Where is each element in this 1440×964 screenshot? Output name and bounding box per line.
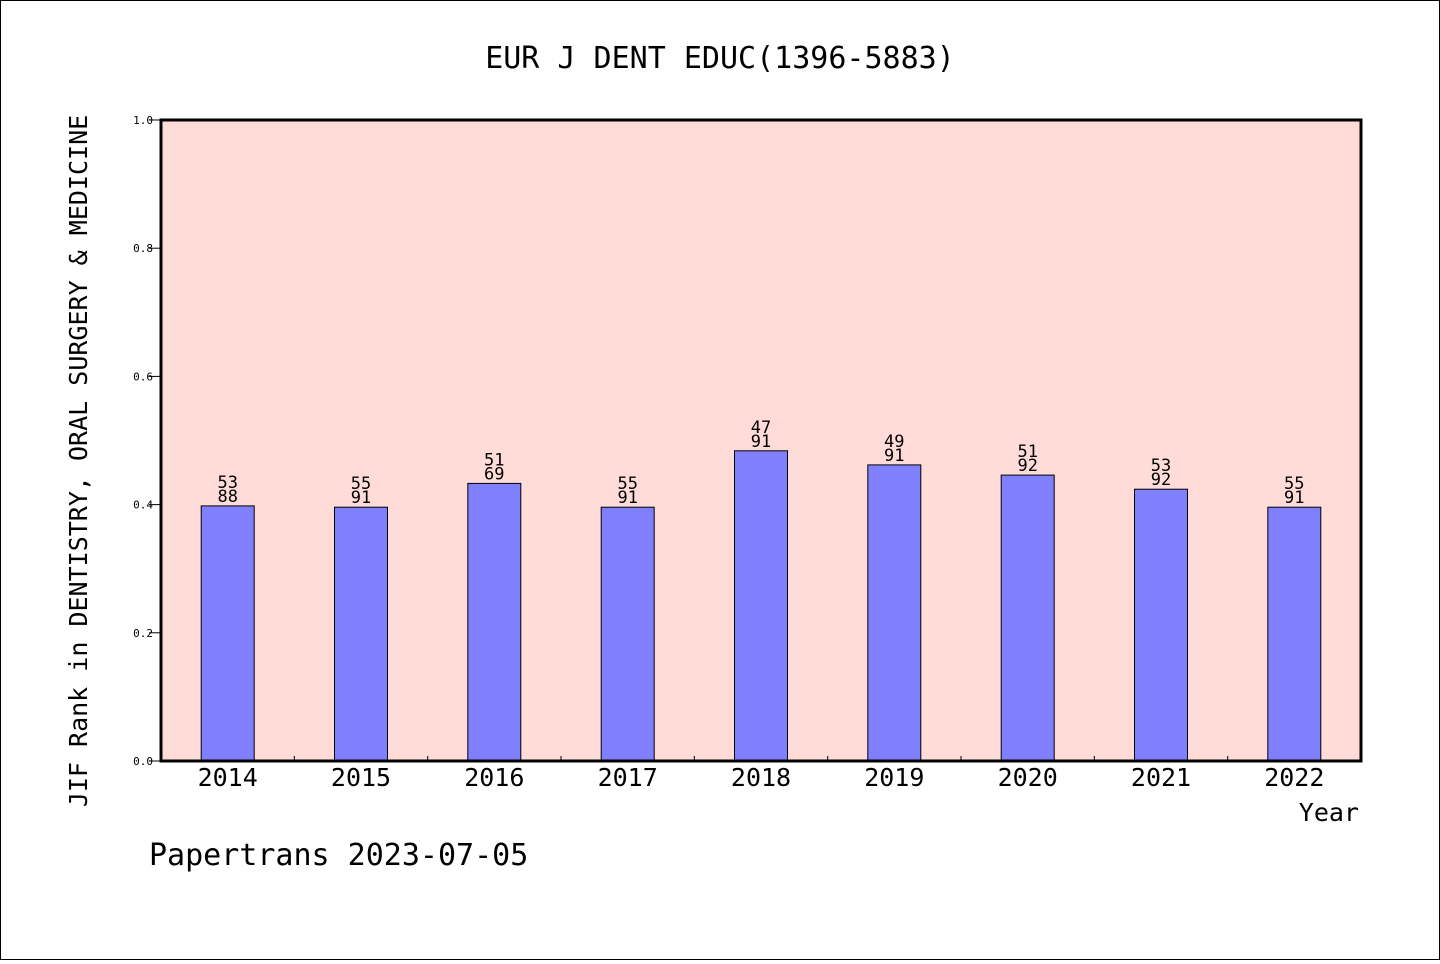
data-label-rank-2021: 53 bbox=[1151, 456, 1171, 476]
bar-2015 bbox=[334, 506, 388, 762]
bar-2018 bbox=[734, 450, 788, 762]
data-label-rank-2019: 49 bbox=[884, 432, 904, 452]
bar-2016 bbox=[467, 482, 522, 762]
footer-credit: Papertrans 2023-07-05 bbox=[149, 838, 528, 873]
data-label-total-2016: 69 bbox=[484, 464, 504, 484]
bars-group bbox=[200, 450, 1322, 762]
y-axis-ticks: 0.0 0.2 0.4 0.6 0.8 1.0 bbox=[133, 114, 161, 768]
y-tick-label-0.4: 0.4 bbox=[133, 499, 153, 512]
data-label-rank-2018: 47 bbox=[751, 418, 771, 438]
x-tick-label-2014: 2014 bbox=[198, 763, 258, 792]
data-label-rank-2015: 55 bbox=[351, 474, 371, 494]
data-label-total-2014: 88 bbox=[217, 487, 237, 507]
x-tick-label-2020: 2020 bbox=[998, 763, 1058, 792]
x-axis-ticks: 2014 2015 2016 2017 2018 2019 2020 2021 2022 bbox=[198, 756, 1324, 792]
x-tick-label-2018: 2018 bbox=[731, 763, 791, 792]
bar-2014 bbox=[200, 505, 255, 762]
data-label-total-2022: 91 bbox=[1284, 488, 1304, 508]
y-tick-label-0.8: 0.8 bbox=[133, 242, 153, 255]
bar-2020 bbox=[1000, 474, 1055, 762]
data-label-total-2017: 91 bbox=[617, 488, 637, 508]
y-tick-label-0.0: 0.0 bbox=[133, 755, 153, 768]
data-label-total-2015: 91 bbox=[351, 488, 371, 508]
x-axis-label: Year bbox=[1299, 798, 1359, 827]
plot-border bbox=[159, 118, 1363, 763]
x-tick-label-2015: 2015 bbox=[331, 763, 391, 792]
data-label-rank-2016: 51 bbox=[484, 450, 504, 470]
x-tick-label-2021: 2021 bbox=[1131, 763, 1191, 792]
data-label-total-2018: 91 bbox=[751, 432, 771, 452]
x-tick-label-2022: 2022 bbox=[1264, 763, 1324, 792]
data-label-total-2020: 92 bbox=[1017, 456, 1037, 476]
data-label-rank-2014: 53 bbox=[217, 473, 237, 493]
chart-title: EUR J DENT EDUC(1396-5883) bbox=[485, 41, 955, 76]
y-tick-label-1.0: 1.0 bbox=[133, 114, 153, 127]
data-label-rank-2017: 55 bbox=[617, 474, 637, 494]
data-label-total-2021: 92 bbox=[1151, 470, 1171, 490]
x-tick-label-2017: 2017 bbox=[598, 763, 658, 792]
bar-2021 bbox=[1134, 488, 1188, 762]
data-label-total-2019: 91 bbox=[884, 446, 904, 466]
bar-2019 bbox=[867, 464, 922, 762]
x-tick-label-2019: 2019 bbox=[864, 763, 924, 792]
x-tick-label-2016: 2016 bbox=[464, 763, 524, 792]
data-label-rank-2020: 51 bbox=[1017, 442, 1037, 462]
bar-2022 bbox=[1267, 506, 1322, 762]
data-label-rank-2022: 55 bbox=[1284, 474, 1304, 494]
y-tick-label-0.6: 0.6 bbox=[133, 370, 153, 383]
y-axis-label: JIF Rank in DENTISTRY, ORAL SURGERY & ME… bbox=[64, 115, 93, 807]
y-tick-label-0.2: 0.2 bbox=[133, 627, 153, 640]
bar-2017 bbox=[600, 506, 655, 762]
